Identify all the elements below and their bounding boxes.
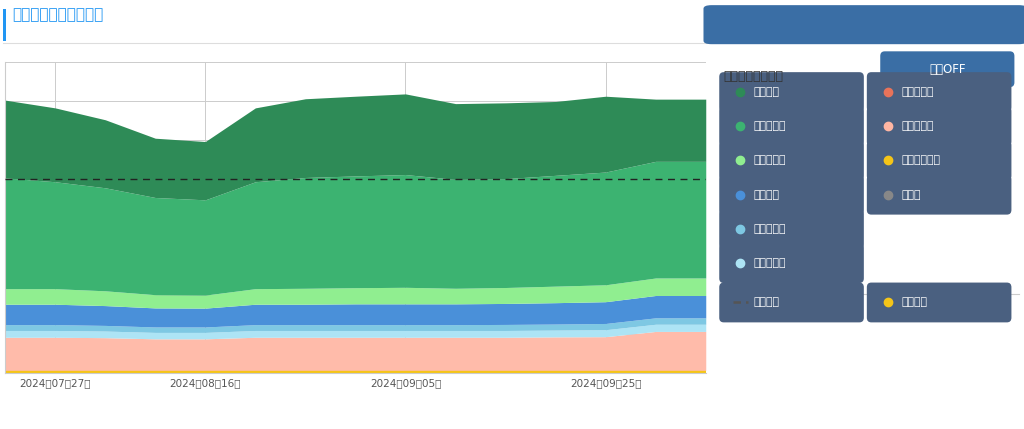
FancyBboxPatch shape [867, 283, 1012, 322]
FancyBboxPatch shape [867, 72, 1012, 112]
Text: 先進国債券: 先進国債券 [754, 224, 786, 234]
Text: チャート表示選択: チャート表示選択 [724, 70, 783, 83]
FancyBboxPatch shape [867, 175, 1012, 214]
FancyBboxPatch shape [719, 209, 864, 249]
Text: 海外リート: 海外リート [901, 121, 934, 131]
Text: 新興国株式: 新興国株式 [754, 155, 786, 166]
Text: 資産推移を詳しくみる: 資産推移を詳しくみる [834, 19, 897, 30]
FancyBboxPatch shape [719, 141, 864, 180]
Text: 国内リート: 国内リート [901, 87, 934, 97]
Text: その他: その他 [901, 190, 921, 200]
FancyBboxPatch shape [719, 283, 864, 322]
Text: 国内債券: 国内債券 [754, 190, 779, 200]
FancyBboxPatch shape [867, 106, 1012, 146]
Text: 先進国株式: 先進国株式 [754, 121, 786, 131]
FancyBboxPatch shape [881, 51, 1015, 87]
Text: 投資金額: 投資金額 [754, 297, 779, 308]
Text: 国内株式: 国内株式 [754, 87, 779, 97]
Text: 新興国債券: 新興国債券 [754, 258, 786, 268]
FancyBboxPatch shape [719, 72, 864, 112]
Text: 預り資産推移チャート: 預り資産推移チャート [12, 8, 103, 22]
FancyBboxPatch shape [719, 106, 864, 146]
Text: 現金残高: 現金残高 [901, 297, 927, 308]
FancyBboxPatch shape [719, 243, 864, 283]
FancyBboxPatch shape [867, 141, 1012, 180]
FancyBboxPatch shape [719, 175, 864, 214]
Text: コモディテイ: コモディテイ [901, 155, 940, 166]
Text: 全てOFF: 全てOFF [929, 63, 966, 76]
